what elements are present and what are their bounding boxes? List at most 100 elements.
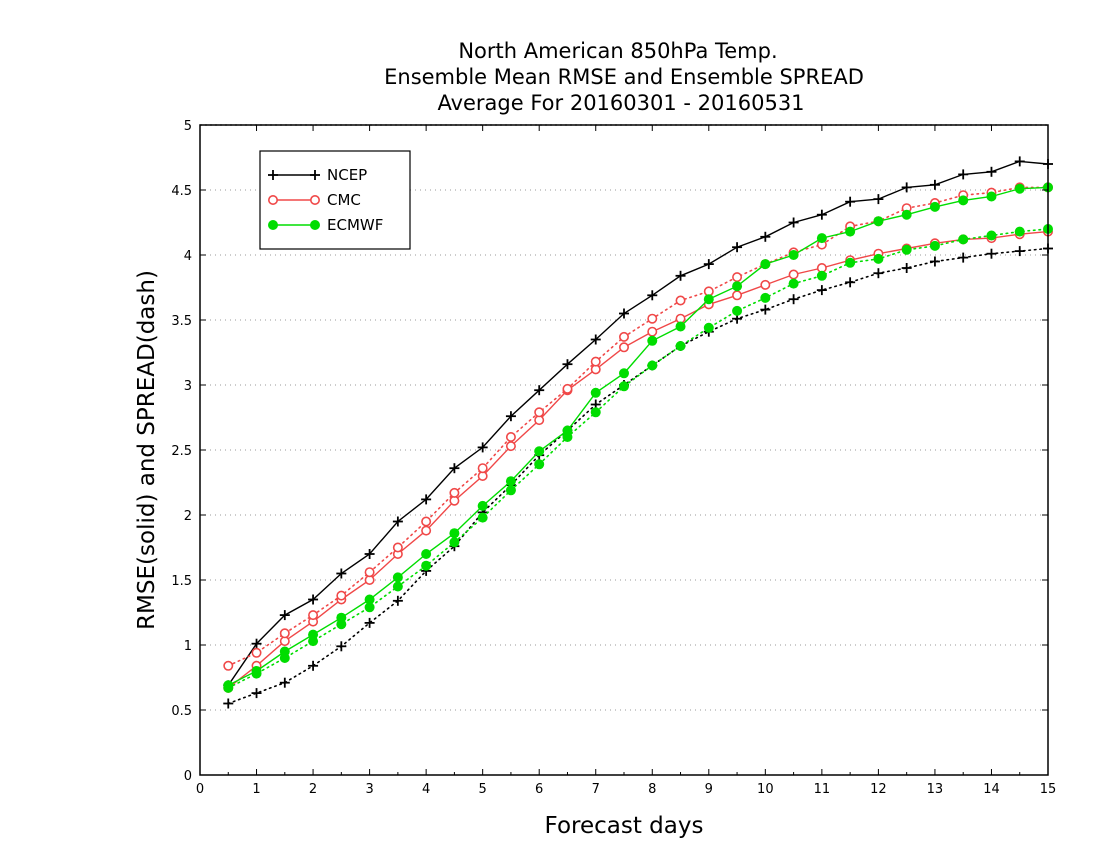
series-ecmwf-spread-point	[308, 636, 319, 647]
series-ncep-rmse-point	[929, 179, 940, 190]
series-ecmwf	[223, 182, 1053, 693]
series-ecmwf-spread-point	[619, 381, 629, 392]
legend-marker-end-cmc	[309, 195, 320, 206]
series-ecmwf-rmse-point	[449, 528, 460, 539]
series-ecmwf-spread-point	[336, 619, 347, 630]
series-ecmwf-rmse-point	[929, 201, 940, 212]
x-tick-label-12: 12	[870, 782, 887, 797]
series-cmc-spread-point	[477, 463, 488, 474]
series-ncep-spread-point	[958, 252, 969, 263]
series-ncep-rmse-point	[421, 494, 432, 505]
x-tick-label-4: 4	[422, 782, 430, 797]
series-ecmwf-spread-point	[647, 360, 658, 371]
y-axis-ticks: 0 0.5 1 1.5 2 2.5 3 3.5 4 4.5 5	[171, 119, 1048, 784]
series-ecmwf-rmse-point	[534, 446, 545, 457]
series-cmc-spread-point	[421, 516, 432, 527]
y-tick-label-3: 1.5	[171, 574, 192, 589]
series-ecmwf-rmse-point	[958, 195, 969, 206]
series-ecmwf-spread-line	[227, 228, 1049, 689]
series-ecmwf-rmse-point	[703, 294, 714, 305]
series-ncep-spread-point	[929, 256, 940, 267]
series-cmc-spread-point	[308, 610, 319, 621]
series-ecmwf-spread-point	[986, 230, 997, 241]
series-cmc-spread-point	[279, 628, 290, 639]
series-cmc-spread-point	[675, 295, 686, 306]
x-tick-label-10: 10	[757, 782, 774, 797]
x-tick-label-0: 0	[196, 782, 204, 797]
series-ncep-spread-point	[986, 248, 997, 259]
series-ecmwf-spread-point	[901, 244, 912, 255]
series-ecmwf-spread-point	[788, 278, 799, 289]
series-ncep-rmse-point	[958, 169, 969, 180]
series-ecmwf-spread-point	[562, 432, 573, 442]
series-ecmwf-rmse-point	[421, 549, 432, 559]
series-ecmwf-spread-point	[421, 560, 432, 571]
series-ecmwf-spread-point	[251, 668, 262, 679]
series-ecmwf-rmse-point	[845, 226, 856, 237]
series-cmc-spread-point	[505, 431, 516, 442]
series-ecmwf-spread-point	[449, 537, 460, 548]
series-ecmwf-rmse-point	[873, 216, 884, 227]
series-ncep-spread-point	[816, 285, 827, 296]
x-tick-label-11: 11	[814, 782, 831, 797]
x-tick-label-14: 14	[983, 782, 1000, 797]
legend-marker-start-ecmwf	[268, 220, 278, 230]
series-ncep-spread-line	[227, 247, 1049, 705]
x-tick-label-6: 6	[535, 782, 543, 797]
legend-entry-ncep: NCEP	[268, 166, 367, 184]
series-layer	[223, 156, 1054, 709]
legend-marker-end-ecmwf	[310, 220, 320, 230]
series-ncep-spread-point	[364, 617, 375, 628]
gridlines	[200, 189, 1048, 711]
series-cmc-spread-point	[647, 313, 658, 324]
series-ncep-rmse-point	[845, 196, 856, 207]
series-ecmwf-rmse-point	[590, 387, 601, 398]
series-ncep-rmse-point	[364, 549, 375, 559]
series-ncep-rmse-point	[534, 385, 545, 396]
series-ncep-rmse-point	[788, 217, 799, 228]
series-ecmwf-spread-point	[845, 257, 856, 268]
series-cmc-rmse-line	[227, 230, 1049, 689]
chart-title-line-2: Ensemble Mean RMSE and Ensemble SPREAD	[384, 65, 864, 89]
y-tick-label-6: 3	[184, 379, 192, 394]
series-cmc-rmse-point	[788, 269, 799, 280]
x-tick-label-3: 3	[365, 782, 373, 797]
y-axis-label: RMSE(solid) and SPREAD(dash)	[134, 270, 160, 630]
series-ecmwf-rmse-point	[647, 335, 658, 346]
series-ecmwf-spread-point	[279, 653, 290, 663]
series-ecmwf-spread-point	[590, 407, 601, 418]
series-ecmwf-rmse-line	[227, 186, 1049, 686]
series-cmc-spread-point	[590, 356, 601, 367]
series-cmc-spread-point	[336, 590, 347, 601]
series-cmc-rmse-point	[505, 441, 516, 452]
x-axis-ticks: 0 1 2 3 4 5 6 7 8 9 10 11 12 13 14 15	[196, 125, 1056, 797]
series-ecmwf-spread-point	[534, 459, 545, 470]
series-ecmwf-rmse-point	[1014, 183, 1025, 194]
series-ecmwf-spread-point	[816, 270, 827, 281]
series-ncep-rmse-point	[449, 463, 460, 474]
legend: NCEP CMC ECMWF	[259, 150, 411, 250]
series-cmc-rmse-point	[732, 290, 743, 301]
series-cmc-rmse-point	[618, 342, 629, 353]
series-ncep-rmse-point	[477, 442, 488, 453]
y-tick-label-7: 3.5	[171, 314, 192, 329]
series-ncep-rmse-point	[901, 182, 912, 193]
series-ncep-rmse-point	[675, 270, 686, 281]
series-ecmwf-spread-point	[873, 253, 884, 264]
series-ecmwf-spread-point	[364, 602, 375, 613]
series-ncep-spread-point	[251, 688, 262, 699]
y-tick-label-10: 5	[184, 119, 192, 134]
series-ncep-rmse-point	[392, 516, 403, 527]
series-ncep-spread-point	[223, 698, 234, 709]
series-ecmwf-spread-point	[958, 234, 969, 245]
series-ncep-spread-point	[901, 263, 912, 273]
series-ncep-rmse-point	[562, 359, 573, 370]
series-ncep-spread-point	[1014, 246, 1025, 257]
legend-entry-cmc: CMC	[267, 191, 361, 209]
x-tick-label-8: 8	[648, 782, 656, 797]
series-cmc-spread-line	[227, 186, 1049, 667]
series-ecmwf-rmse-point	[477, 500, 488, 511]
series-ecmwf-spread-point	[929, 240, 940, 251]
series-ecmwf-rmse-point	[986, 191, 997, 202]
